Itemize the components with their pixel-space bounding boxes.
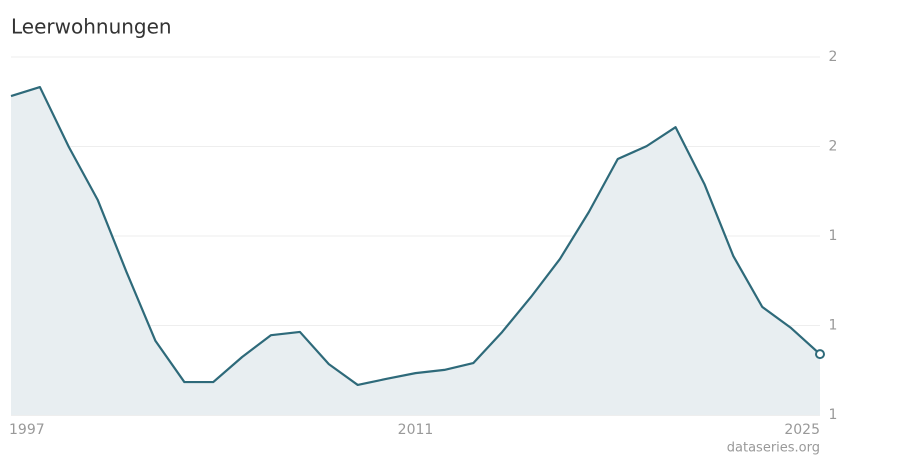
x-tick-label: 1997 [9,422,45,438]
x-tick-label: 2011 [398,422,434,438]
y-tick-label: 1 [829,318,838,334]
x-tick-label: 2025 [784,422,820,438]
y-tick-label: 2 [829,139,838,155]
y-tick-label: 2 [829,49,838,65]
chart-title: Leerwohnungen [11,15,172,39]
end-marker [815,349,825,360]
y-tick-label: 1 [829,228,838,244]
area [11,87,820,416]
source: dataseries.org [727,441,820,456]
y-tick-label: 1 [829,407,838,423]
line [10,85,821,387]
